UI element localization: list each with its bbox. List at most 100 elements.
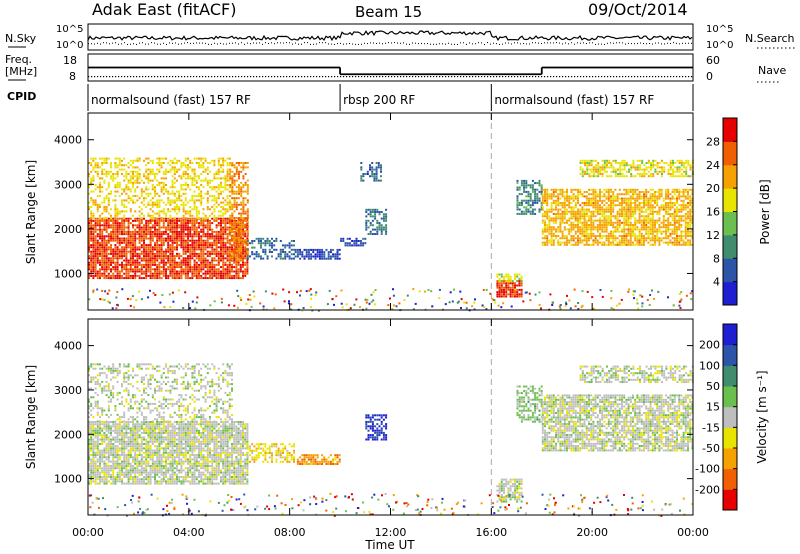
- nave-dot: [691, 76, 693, 78]
- heatmap-cell: [156, 252, 159, 255]
- heatmap-cell: [211, 186, 214, 189]
- heatmap-cell: [583, 235, 586, 237]
- heatmap-cell: [667, 197, 670, 200]
- nsearch-dot: [625, 43, 626, 45]
- heatmap-cell: [612, 202, 615, 204]
- heatmap-cell: [211, 195, 214, 197]
- nave-dot: [391, 76, 393, 78]
- heatmap-cell: [286, 244, 289, 247]
- heatmap-cell: [235, 270, 238, 273]
- heatmap-cell: [673, 224, 676, 226]
- heatmap-cell: [654, 191, 656, 193]
- heatmap-cell: [182, 268, 185, 271]
- heatmap-cell: [209, 272, 211, 275]
- heatmap-cell: [226, 208, 229, 211]
- heatmap-cell: [123, 248, 126, 251]
- heatmap-cell: [373, 177, 376, 180]
- heatmap-cell: [92, 214, 95, 217]
- heatmap-cell: [90, 162, 93, 164]
- heatmap-cell: [607, 243, 610, 246]
- heatmap-cell: [96, 239, 99, 242]
- heatmap-cell: [246, 237, 249, 240]
- heatmap-cell: [222, 164, 225, 167]
- heatmap-cell: [616, 204, 619, 207]
- heatmap-cell: [669, 206, 672, 209]
- heatmap-cell: [334, 257, 337, 260]
- heatmap-cell: [129, 261, 132, 264]
- heatmap-cell: [143, 217, 145, 220]
- heatmap-cell: [224, 177, 227, 180]
- heatmap-cell: [262, 248, 265, 251]
- heatmap-cell: [344, 242, 347, 245]
- heatmap-cell: [518, 293, 521, 296]
- heatmap-cell: [275, 248, 278, 251]
- heatmap-cell: [271, 237, 273, 240]
- heatmap-cell: [209, 186, 211, 189]
- heatmap-cell: [182, 228, 185, 231]
- heatmap-cell: [541, 202, 544, 204]
- nave-dot: [433, 76, 435, 78]
- nsearch-dot: [304, 42, 305, 44]
- heatmap-cell: [90, 224, 93, 227]
- heatmap-cell: [162, 270, 165, 273]
- heatmap-cell: [140, 250, 143, 253]
- heatmap-cell: [643, 197, 645, 200]
- nsearch-dot: [580, 42, 581, 44]
- heatmap-cell: [240, 192, 243, 195]
- heatmap-cell: [96, 277, 99, 280]
- heatmap-cell: [90, 206, 93, 208]
- heatmap-cell: [654, 237, 656, 240]
- heatmap-cell: [213, 219, 216, 222]
- heatmap-cell: [240, 208, 243, 211]
- heatmap-cell: [583, 213, 586, 215]
- heatmap-cell: [242, 203, 245, 206]
- heatmap-cell: [178, 230, 181, 233]
- heatmap-cell: [160, 259, 163, 262]
- heatmap-cell: [198, 268, 200, 271]
- heatmap-cell: [257, 255, 260, 258]
- heatmap-cell: [244, 181, 247, 184]
- heatmap-cell: [110, 250, 112, 253]
- heatmap-cell: [165, 255, 167, 258]
- heatmap-cell: [182, 203, 185, 206]
- heatmap-cell: [371, 166, 374, 169]
- heatmap-cell: [138, 237, 141, 240]
- nave-dot: [97, 76, 99, 78]
- heatmap-cell: [656, 197, 659, 200]
- heatmap-cell: [592, 199, 595, 202]
- heatmap-cell: [645, 224, 648, 226]
- heatmap-cell: [334, 253, 337, 256]
- heatmap-cell: [123, 199, 126, 202]
- heatmap-cell: [103, 246, 106, 249]
- heatmap-cell: [176, 277, 178, 280]
- heatmap-cell: [665, 237, 667, 240]
- nsearch-dot: [406, 43, 407, 45]
- heatmap-cell: [321, 253, 324, 256]
- heatmap-cell: [162, 217, 165, 220]
- heatmap-cell: [607, 224, 610, 226]
- heatmap-cell: [143, 235, 145, 238]
- heatmap-cell: [605, 188, 608, 191]
- heatmap-cell: [162, 177, 165, 180]
- heatmap-cell: [656, 232, 659, 235]
- heatmap-cell: [184, 222, 187, 225]
- heatmap-cell: [376, 233, 379, 235]
- heatmap-cell: [200, 166, 203, 169]
- heatmap-cell: [165, 170, 167, 173]
- heatmap-cell: [327, 253, 330, 256]
- heatmap-cell: [590, 219, 593, 222]
- heatmap-cell: [563, 213, 566, 215]
- nsearch-dot: [454, 43, 455, 45]
- heatmap-cell: [110, 226, 112, 229]
- heatmap-cell: [563, 195, 566, 198]
- heatmap-cell: [233, 199, 236, 202]
- heatmap-cell: [107, 199, 110, 202]
- heatmap-cell: [662, 237, 665, 240]
- heatmap-cell: [154, 222, 156, 225]
- nave-dot: [643, 76, 645, 78]
- heatmap-cell: [242, 208, 245, 211]
- heatmap-cell: [107, 241, 110, 244]
- heatmap-cell: [116, 181, 119, 184]
- heatmap-cell: [182, 270, 185, 273]
- nave-dot: [340, 76, 342, 78]
